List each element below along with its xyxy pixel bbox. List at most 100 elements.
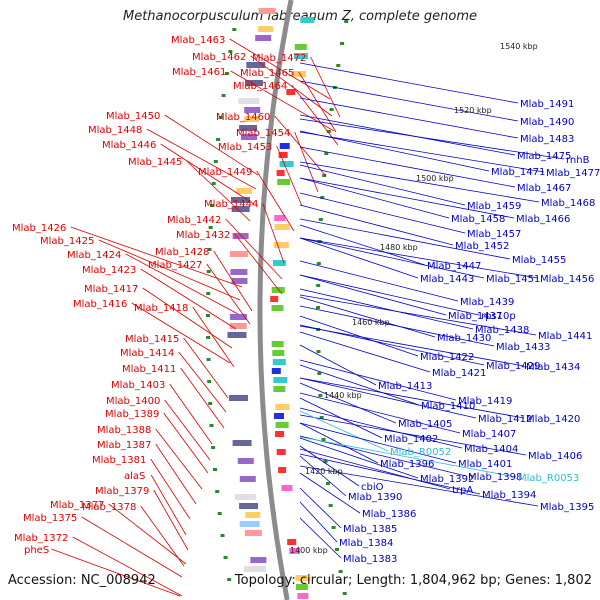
kbp-tick-label: 1420 kbp [305, 467, 343, 476]
label-leader-line [299, 436, 517, 478]
tick-dot [211, 182, 216, 185]
tick-dot [217, 512, 222, 515]
gene-feature [279, 161, 294, 167]
label-leader-line [146, 128, 257, 190]
gene-feature [272, 359, 286, 365]
gene-feature [239, 521, 260, 527]
gene-label-left: Mlab_1387 [97, 440, 151, 451]
label-leader-line [108, 503, 187, 565]
gene-feature [246, 62, 266, 68]
label-leader-line [299, 315, 419, 357]
gene-feature [271, 287, 285, 293]
gene-feature [232, 233, 249, 239]
gene-feature [289, 548, 301, 554]
tick-dot [207, 248, 212, 251]
label-leader-line [299, 407, 463, 449]
gene-feature [271, 368, 281, 374]
label-leader-line [155, 428, 203, 490]
tick-dot [224, 72, 229, 75]
gene-label-right: Mlab_1490 [520, 117, 574, 128]
label-leader-line [299, 422, 457, 464]
kbp-tick-label: 1480 kbp [380, 243, 418, 252]
gene-feature [297, 593, 309, 599]
label-leader-line [299, 448, 451, 490]
tick-dot [232, 28, 237, 31]
label-leader-line [299, 177, 515, 219]
gene-label-left: Mlab_1460 [216, 112, 270, 123]
label-leader-line [164, 399, 211, 461]
kbp-tick-label: 1500 kbp [416, 174, 454, 183]
tick-dot [328, 504, 333, 507]
label-leader-line [299, 296, 436, 338]
label-leader-line [299, 118, 565, 160]
label-leader-line [142, 287, 233, 349]
label-leader-line [299, 325, 525, 367]
gene-feature [275, 404, 290, 410]
tick-dot [207, 380, 212, 383]
gene-label-right: Mlab_1466 [516, 214, 570, 225]
label-leader-line [72, 536, 183, 597]
gene-feature [229, 314, 247, 320]
label-leader-line [299, 62, 519, 104]
tick-dot [326, 130, 331, 133]
tick-dot [317, 372, 322, 375]
gene-feature [273, 242, 289, 248]
tick-dot [316, 350, 321, 353]
tick-dot [206, 292, 211, 295]
gene-feature [294, 44, 307, 50]
label-leader-line [299, 331, 431, 373]
label-leader-line [299, 465, 539, 507]
gene-label-left: Mlab_1400 [106, 396, 160, 407]
tick-dot [206, 358, 211, 361]
gene-label-left: Mlab_1427 [148, 260, 202, 271]
gene-feature [276, 449, 286, 455]
gene-feature [278, 467, 287, 473]
tick-dot [228, 50, 233, 53]
gene-label-left: Mlab_1417 [84, 284, 138, 295]
gene-label-left: Mlab_1389 [105, 409, 159, 420]
label-leader-line [81, 516, 183, 578]
label-leader-line [206, 263, 251, 325]
gene-label-right: Mlab_1419 [458, 396, 512, 407]
label-leader-line [70, 226, 243, 288]
gene-label-left: Mlab_1465 [240, 68, 294, 79]
gene-feature [239, 125, 258, 131]
tick-dot [319, 416, 324, 419]
gene-label-left: Mlab_1428 [155, 247, 209, 258]
tick-dot [210, 204, 214, 207]
gene-feature [234, 494, 256, 500]
tick-dot [213, 160, 218, 163]
gene-feature [287, 539, 297, 545]
tick-dot [344, 20, 349, 23]
label-leader-line [299, 422, 379, 464]
gene-label-right: Mlab_1386 [362, 509, 416, 520]
gene-feature [230, 269, 248, 275]
label-leader-line [299, 501, 338, 543]
gene-label-right: Mlab_1441 [538, 331, 592, 342]
gene-label-right: Mlab_1394 [482, 490, 536, 501]
gene-feature [231, 197, 250, 203]
gene-label-left: Mlab_1454 [236, 128, 290, 139]
map-title: Methanocorpusculum labreanum Z, complete… [123, 9, 477, 24]
gene-label-left: Mlab_1377 [50, 500, 104, 511]
label-leader-line [299, 453, 481, 495]
gene-feature [258, 8, 276, 14]
tick-dot [323, 460, 328, 463]
gene-feature [236, 188, 253, 194]
gene-feature [271, 305, 284, 311]
gene-label-right: Mlab_1430 [437, 333, 491, 344]
gene-feature [229, 251, 248, 257]
label-leader-line [299, 131, 545, 173]
gene-label-left: Mlab_1403 [111, 380, 165, 391]
gene-feature [244, 116, 260, 122]
gene-label-left: Mlab_1448 [88, 125, 142, 136]
gene-label-left: Mlab_1449 [198, 167, 252, 178]
tick-dot [206, 270, 211, 273]
tick-dot [325, 482, 330, 485]
accession-label: Accession: NC_008942 [8, 573, 156, 588]
label-leader-line [299, 445, 360, 487]
gene-label-right: Mlab_1459 [467, 201, 521, 212]
kbp-tick-label: 1400 kbp [290, 546, 328, 555]
gene-label-left: Mlab_1461 [172, 67, 226, 78]
